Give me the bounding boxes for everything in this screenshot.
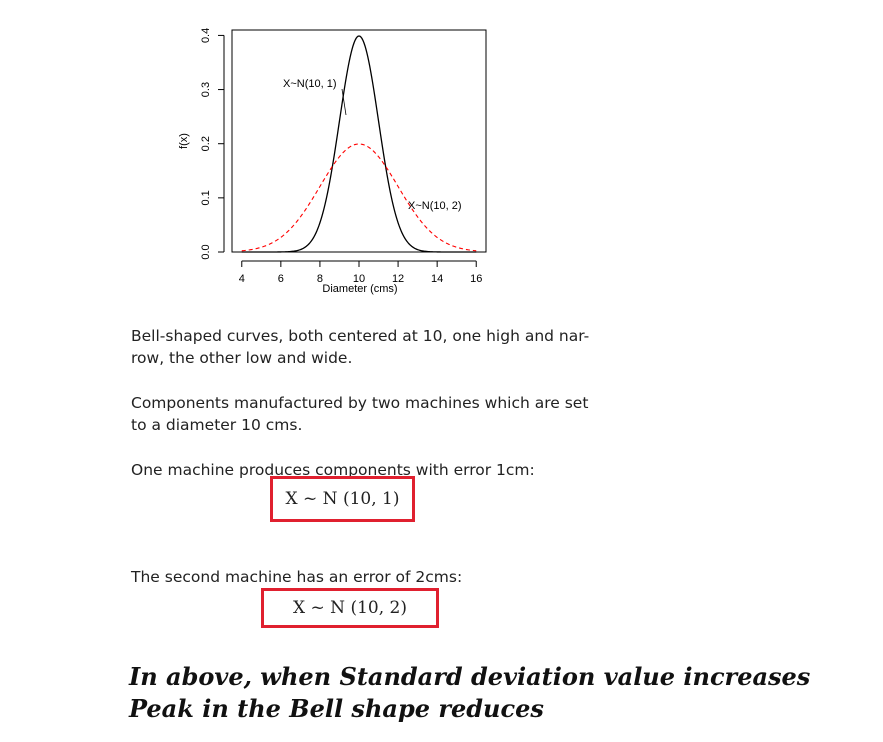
machine-one-text: One machine produces components with err… <box>131 461 535 479</box>
x-tick-label: 8 <box>317 273 323 285</box>
x-tick-label: 4 <box>239 273 245 285</box>
equation-n10-1: X ~ N (10, 1) <box>285 489 400 509</box>
y-tick-label: 0.1 <box>200 190 212 205</box>
intro-line-2: row, the other low and wide. <box>131 349 353 367</box>
series-line-n10-1 <box>241 35 477 253</box>
series-line-n10-2 <box>241 143 477 252</box>
annotation-n10-2: X~N(10, 2) <box>408 200 462 212</box>
equation-n10-1-box: X ~ N (10, 1) <box>270 476 415 522</box>
machines-paragraph: Components manufactured by two machines … <box>131 392 588 436</box>
y-axis: 0.0 0.1 0.2 0.3 0.4 <box>200 28 225 260</box>
intro-paragraph: Bell-shaped curves, both centered at 10,… <box>131 325 589 369</box>
y-axis-label: f(x) <box>178 133 190 149</box>
x-tick-label: 14 <box>431 273 443 285</box>
annotation-n10-1-leader <box>341 88 347 116</box>
y-tick-label: 0.0 <box>200 244 212 259</box>
intro-line-1: Bell-shaped curves, both centered at 10,… <box>131 327 590 345</box>
annotation-n10-1: X~N(10, 1) <box>283 78 337 90</box>
conclusion-text: In above, when Standard deviation value … <box>129 662 811 723</box>
machines-line-1: Components manufactured by two machines … <box>131 394 589 412</box>
machine-two-text: The second machine has an error of 2cms: <box>131 568 463 586</box>
machines-line-2: to a diameter 10 cms. <box>131 416 303 434</box>
y-tick-label: 0.2 <box>200 136 212 151</box>
x-tick-label: 16 <box>470 273 482 285</box>
y-tick-label: 0.3 <box>200 82 212 97</box>
y-tick-label: 0.4 <box>200 28 212 43</box>
plot-frame <box>231 29 487 253</box>
x-tick-label: 12 <box>392 273 404 285</box>
equation-n10-2-box: X ~ N (10, 2) <box>261 588 439 628</box>
x-tick-label: 6 <box>278 273 284 285</box>
x-axis-label: Diameter (cms) <box>322 283 397 295</box>
density-plot: 4 6 8 10 12 14 16 0.0 0.1 0.2 0.3 0.4 Diameter (cm… <box>178 28 487 295</box>
x-axis: 4 6 8 10 12 14 16 <box>239 260 482 285</box>
equation-n10-2: X ~ N (10, 2) <box>293 598 407 618</box>
x-tick-label: 10 <box>353 273 365 285</box>
